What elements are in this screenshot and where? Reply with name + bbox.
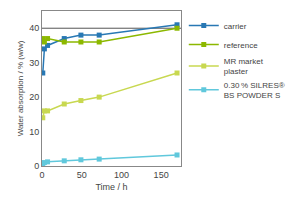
svg-text:carrier: carrier	[224, 22, 247, 31]
svg-text:10: 10	[29, 127, 39, 137]
svg-text:MR marketplaster: MR marketplaster	[224, 57, 264, 76]
svg-text:20: 20	[29, 92, 39, 102]
svg-text:Time / h: Time / h	[95, 182, 127, 192]
svg-text:100: 100	[114, 170, 129, 180]
svg-text:reference: reference	[224, 41, 258, 50]
svg-text:0: 0	[39, 170, 44, 180]
svg-text:0.30 % SILRES®BS POWDER S: 0.30 % SILRES®BS POWDER S	[224, 81, 285, 100]
svg-text:150: 150	[154, 170, 169, 180]
svg-text:50: 50	[77, 170, 87, 180]
svg-text:30: 30	[29, 58, 39, 68]
svg-text:40: 40	[29, 23, 39, 33]
svg-text:Water absorption / % (w/w): Water absorption / % (w/w)	[16, 40, 25, 136]
svg-text:0: 0	[34, 161, 39, 171]
